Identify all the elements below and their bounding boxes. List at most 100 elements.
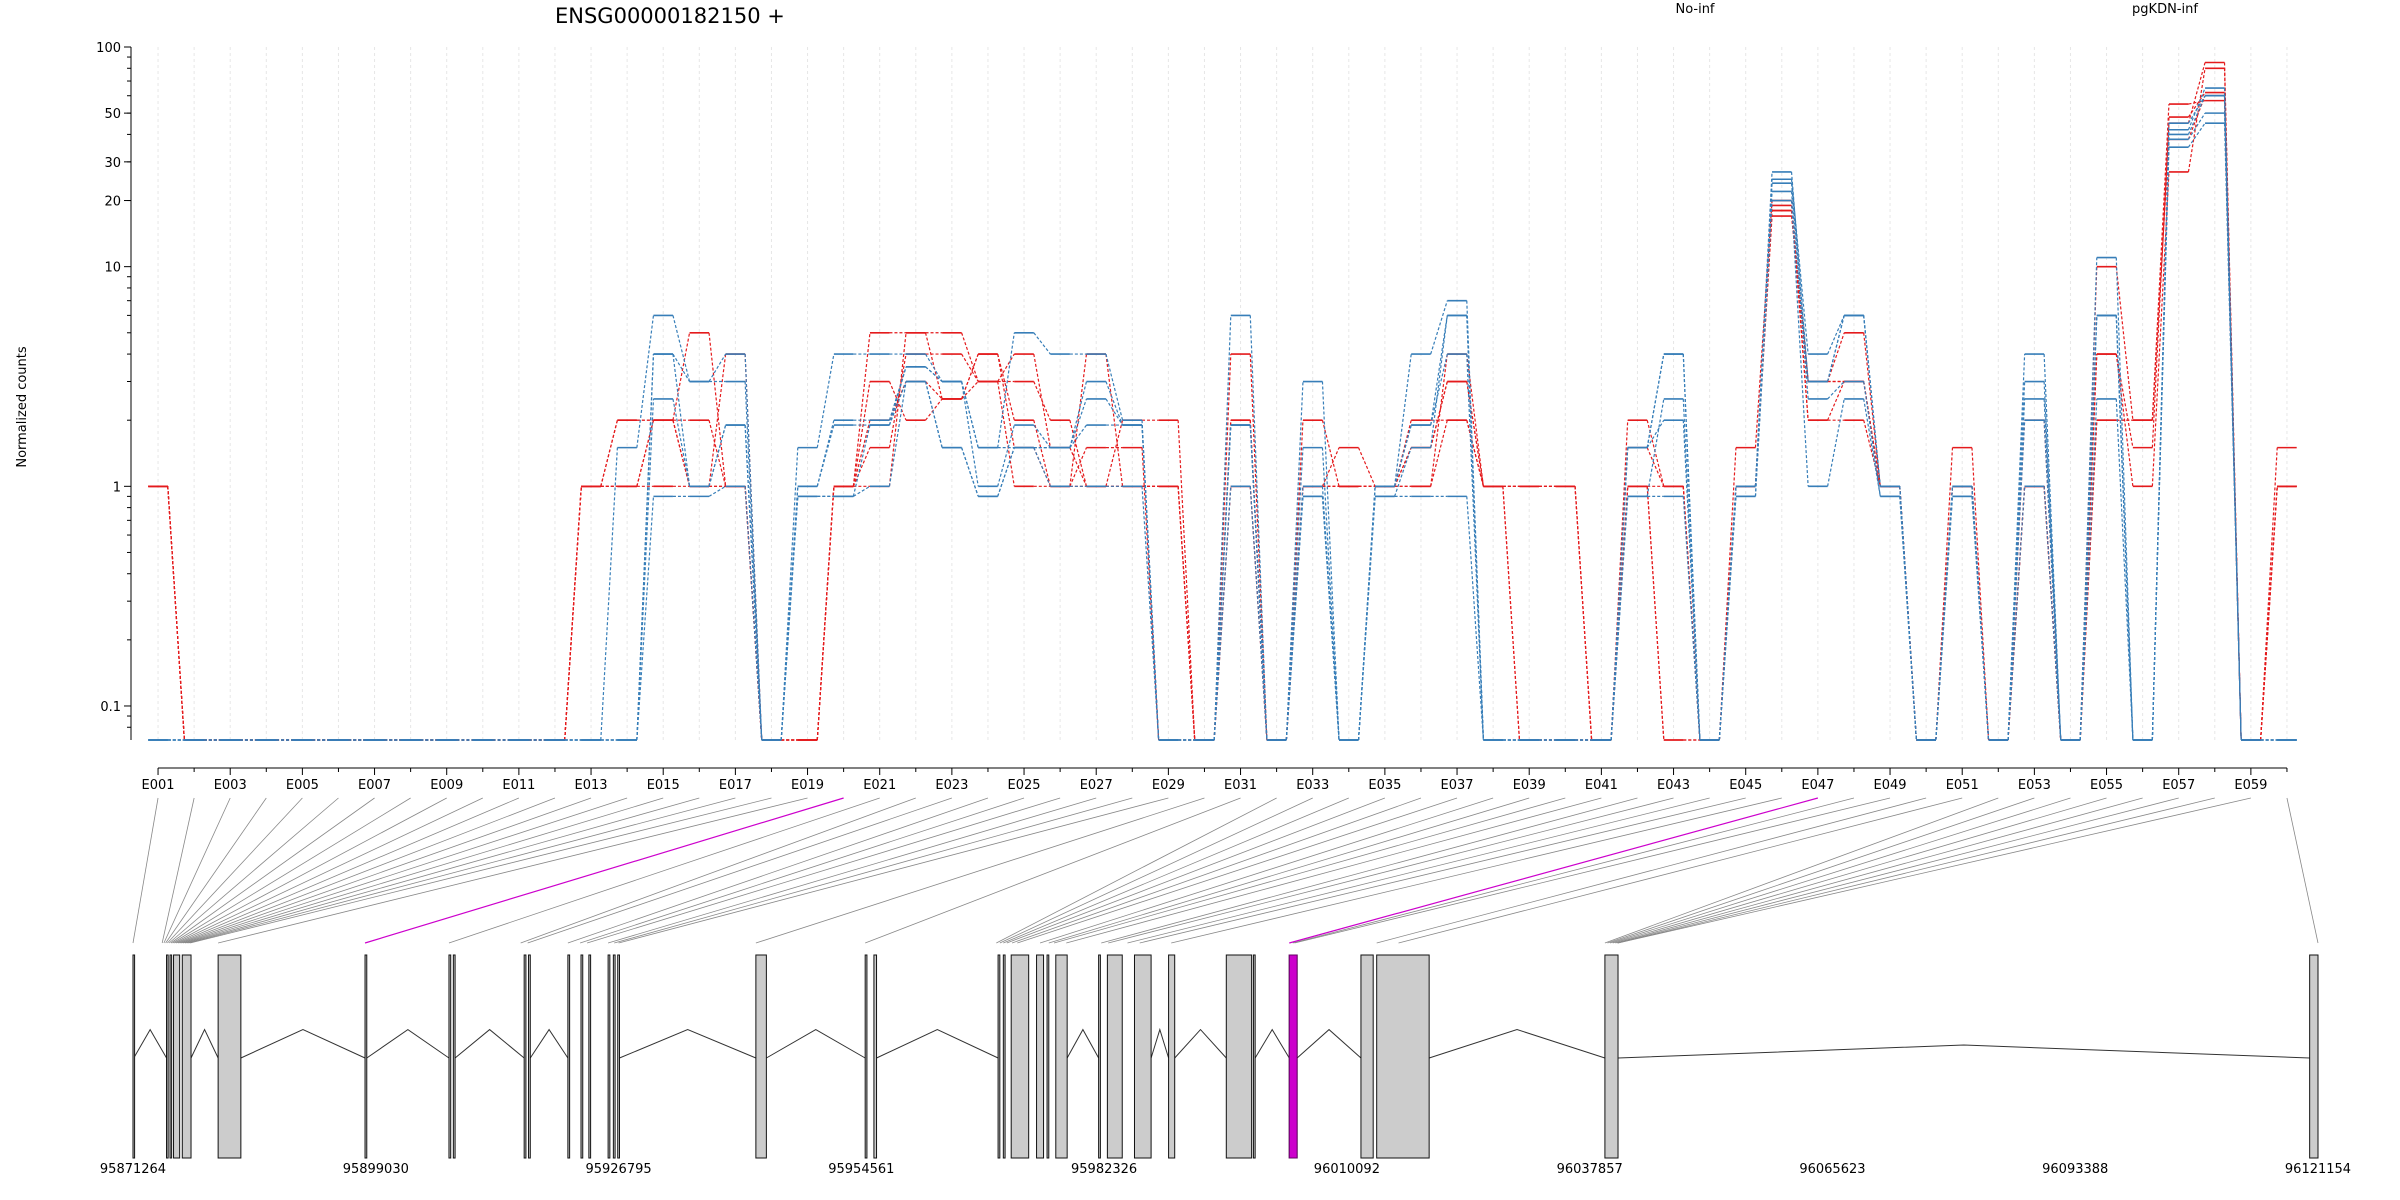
series-link-6 [925,353,943,382]
legend-entry-pgkdn-inf: pgKDN-inf [2132,2,2198,17]
exon-block [1604,954,1619,1159]
series-link-10 [1249,486,1268,741]
series-link-7 [961,381,979,448]
series-link-5 [1574,486,1593,741]
series-link-8 [672,353,691,487]
exon-block [1225,954,1253,1159]
series-link-6 [816,353,835,448]
series-link-5 [852,420,871,487]
series-link-8 [1394,424,1412,487]
series-link-6 [1105,353,1124,421]
exon-block [528,954,531,1159]
series-link-6 [1249,315,1268,741]
series-link-9 [2079,315,2098,741]
exon-connector-line [168,797,339,944]
series-link-10 [853,485,871,497]
exon-block [2309,954,2319,1159]
intron-line [1618,1044,2310,1059]
exon-connector-line [172,797,411,944]
series-link-1 [961,332,979,382]
exon-connector-line [999,797,1313,944]
series-link-3 [2115,266,2134,421]
intron-line [1428,1029,1606,1059]
series-link-5 [1466,420,1484,487]
x-tick-label: E039 [1513,778,1546,793]
exon-block [217,954,242,1159]
series-link-1 [888,332,907,487]
series-link-6 [708,353,727,382]
x-tick-label: E031 [1224,778,1257,793]
exon-connector-line [567,797,989,944]
intron-line [1066,1028,1100,1059]
series-link-6 [2007,354,2026,741]
series-link-7 [1069,381,1088,448]
series-link-7 [2187,87,2206,130]
genome-position-label: 95926795 [585,1162,651,1177]
series-link-5 [564,486,582,741]
series-link-8 [636,354,655,741]
exon-connector-line [1048,797,1530,944]
series-link-2 [1971,447,1990,741]
series-link-2 [1502,486,1521,741]
series-link-5 [997,381,1015,487]
exon-connector-line [1294,797,1891,944]
x-tick-label: E007 [358,778,391,793]
exon-block [1360,954,1374,1159]
y-tick-label: 1 [113,480,121,495]
series-link-9 [852,424,871,497]
series-link-8 [816,424,835,487]
exon-connector-line [364,797,844,944]
x-tick-label: E041 [1585,778,1618,793]
exon-connector-line [186,797,700,944]
x-tick-label: E055 [2090,778,2123,793]
series-link-6 [1827,315,1845,355]
series-link-9 [708,424,727,487]
exon-connector-line [1066,797,1602,944]
series-link-3 [852,332,871,487]
series-link-5 [1177,486,1196,741]
series-link-10 [1357,496,1376,741]
exon-connector-line [520,797,916,944]
exon-connector-line [1617,797,2215,944]
series-link-2 [997,353,1015,382]
exon-connector-line [1108,797,1674,944]
exon-connector-line [181,797,592,944]
intron-line [876,1029,999,1059]
genome-position-label: 96037857 [1557,1162,1623,1177]
exon-block [132,954,136,1159]
series-link-10 [961,447,979,497]
exon-block [448,954,452,1159]
series-link-9 [2043,420,2062,741]
genome-axis: 95871264 95899030 95926795 95954561 95982326… [100,1162,2351,1177]
exon-connector-line [161,797,195,944]
exon-connector-line [1003,797,1349,944]
exon-connector-line [1006,797,1386,944]
exon-connector-line [618,797,1169,944]
series-link-10 [1790,200,1809,487]
exon-block [607,954,611,1159]
series-link-9 [1790,191,1809,399]
exon-connector-line [1398,797,1963,944]
series-link-10 [1718,496,1737,741]
grid-lines [157,47,2288,740]
genome-position-label: 95954561 [828,1162,894,1177]
series-link-5 [1646,486,1665,741]
series-link-2 [2187,62,2206,124]
series-link-9 [744,425,763,741]
series-link-4 [600,420,618,487]
exon-connector-line [755,797,1205,944]
series-link-7 [2007,381,2026,741]
exon-connector-line [1053,797,1566,944]
exon-connector-line [865,797,1241,944]
series-link-8 [1790,183,1809,382]
series-link-9 [2115,315,2134,741]
exon-connector-line [1139,797,1746,944]
series-link-9 [1394,447,1412,497]
series-link-10 [997,447,1015,497]
x-tick-label: E043 [1657,778,1690,793]
exon-block [1168,954,1176,1159]
y-tick-label: 50 [104,107,121,122]
series-link-2 [1646,447,1665,487]
exon-connector-line [527,797,953,944]
series-link-6 [997,332,1015,448]
